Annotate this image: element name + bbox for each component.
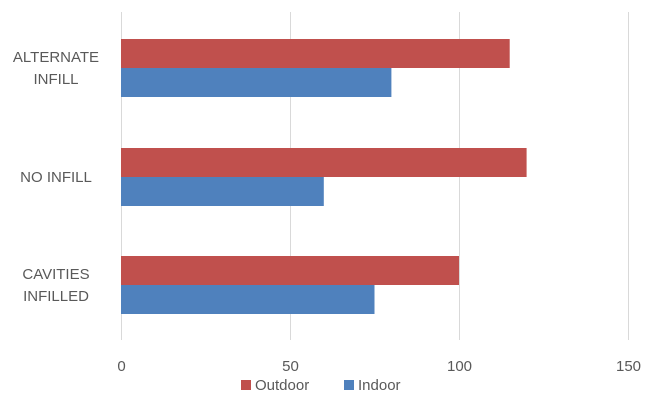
category-label: INFILLED xyxy=(23,288,89,305)
x-axis-tick-labels: 0 50 100 150 xyxy=(117,358,641,375)
category-label: INFILL xyxy=(33,71,78,88)
category-label: ALTERNATE xyxy=(13,49,99,66)
category-label: CAVITIES xyxy=(22,266,89,283)
category-labels: ALTERNATE INFILL NO INFILL CAVITIES INFILLED xyxy=(13,49,99,305)
bar-outdoor-1 xyxy=(121,148,527,177)
x-tick-label: 100 xyxy=(447,358,472,375)
legend-swatch-outdoor xyxy=(241,380,251,390)
category-label: NO INFILL xyxy=(20,169,92,186)
x-tick-label: 50 xyxy=(282,358,299,375)
bars xyxy=(121,39,527,314)
x-tick-label: 0 xyxy=(117,358,125,375)
bar-indoor-2 xyxy=(121,285,375,314)
legend-label-outdoor: Outdoor xyxy=(255,377,309,393)
legend-label-indoor: Indoor xyxy=(358,377,401,393)
bar-indoor-0 xyxy=(121,68,392,97)
bar-indoor-1 xyxy=(121,177,324,206)
legend-swatch-indoor xyxy=(344,380,354,390)
bar-outdoor-2 xyxy=(121,256,459,285)
legend: Outdoor Indoor xyxy=(241,377,401,393)
bar-outdoor-0 xyxy=(121,39,510,68)
x-tick-label: 150 xyxy=(616,358,641,375)
